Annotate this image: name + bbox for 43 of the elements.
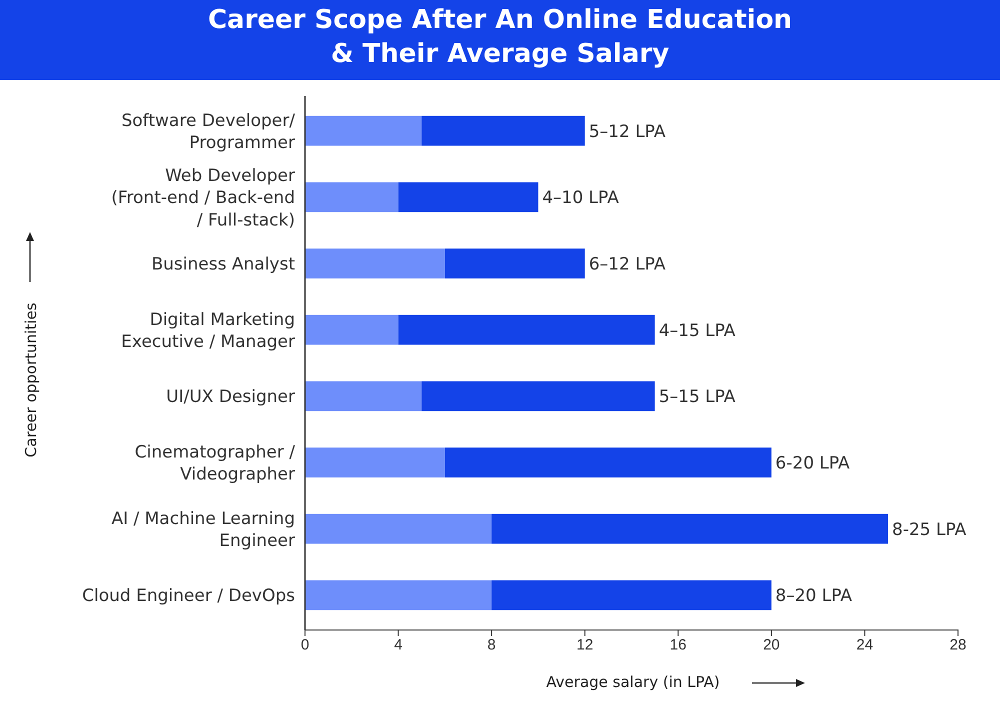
data-label: 5–15 LPA <box>658 387 736 408</box>
y-axis-title: Career opportunities <box>22 302 40 458</box>
data-label: 6–12 LPA <box>588 254 666 274</box>
x-tick-label: 12 <box>576 636 594 654</box>
bar <box>492 514 888 544</box>
y-tick-label: Software Developer/ Programmer <box>121 110 296 153</box>
x-axis-title: Average salary (in LPA) <box>546 673 720 691</box>
bar <box>492 580 772 610</box>
y-tick-label: UI/UX Designer <box>166 387 295 408</box>
bar <box>305 182 398 212</box>
y-tick-label: Digital Marketing Executive / Manager <box>121 310 295 352</box>
bar <box>305 514 492 544</box>
x-tick-label: 8 <box>487 636 496 654</box>
bar <box>305 248 445 278</box>
data-label: 5–12 LPA <box>588 122 666 142</box>
x-tick-label: 0 <box>300 636 310 654</box>
bar <box>444 448 772 478</box>
x-tick-label: 20 <box>763 636 780 654</box>
y-tick-label: Business Analyst <box>152 254 296 274</box>
x-tick-label: 24 <box>856 636 874 654</box>
bar <box>305 381 422 412</box>
y-tick-label: Cloud Engineer / DevOps <box>82 586 296 606</box>
bar <box>305 580 492 610</box>
chart-title: Career Scope After An Online Education & Their Average Salary <box>208 5 792 69</box>
data-label: 8–20 LPA <box>775 586 852 606</box>
bar <box>305 314 398 345</box>
x-tick-label: 16 <box>670 636 686 654</box>
bar <box>422 381 655 412</box>
bar <box>398 182 538 212</box>
x-tick-label: 28 <box>950 636 966 654</box>
y-tick-label: Web Developer (Front-end / Back-end / Full-stack) <box>111 166 296 230</box>
data-label: 8-25 LPA <box>892 520 967 540</box>
bar <box>444 248 585 278</box>
x-tick-label: 4 <box>394 636 402 654</box>
y-tick-label: Cinematographer / Videographer <box>134 442 296 485</box>
data-label: 6-20 LPA <box>775 453 850 474</box>
data-label: 4–15 LPA <box>658 320 736 341</box>
bar <box>305 448 445 478</box>
bar <box>422 116 585 146</box>
bar <box>305 116 422 146</box>
data-label: 4–10 LPA <box>542 188 620 208</box>
y-tick-label: AI / Machine Learning Engineer <box>111 508 296 551</box>
bar <box>398 314 655 345</box>
